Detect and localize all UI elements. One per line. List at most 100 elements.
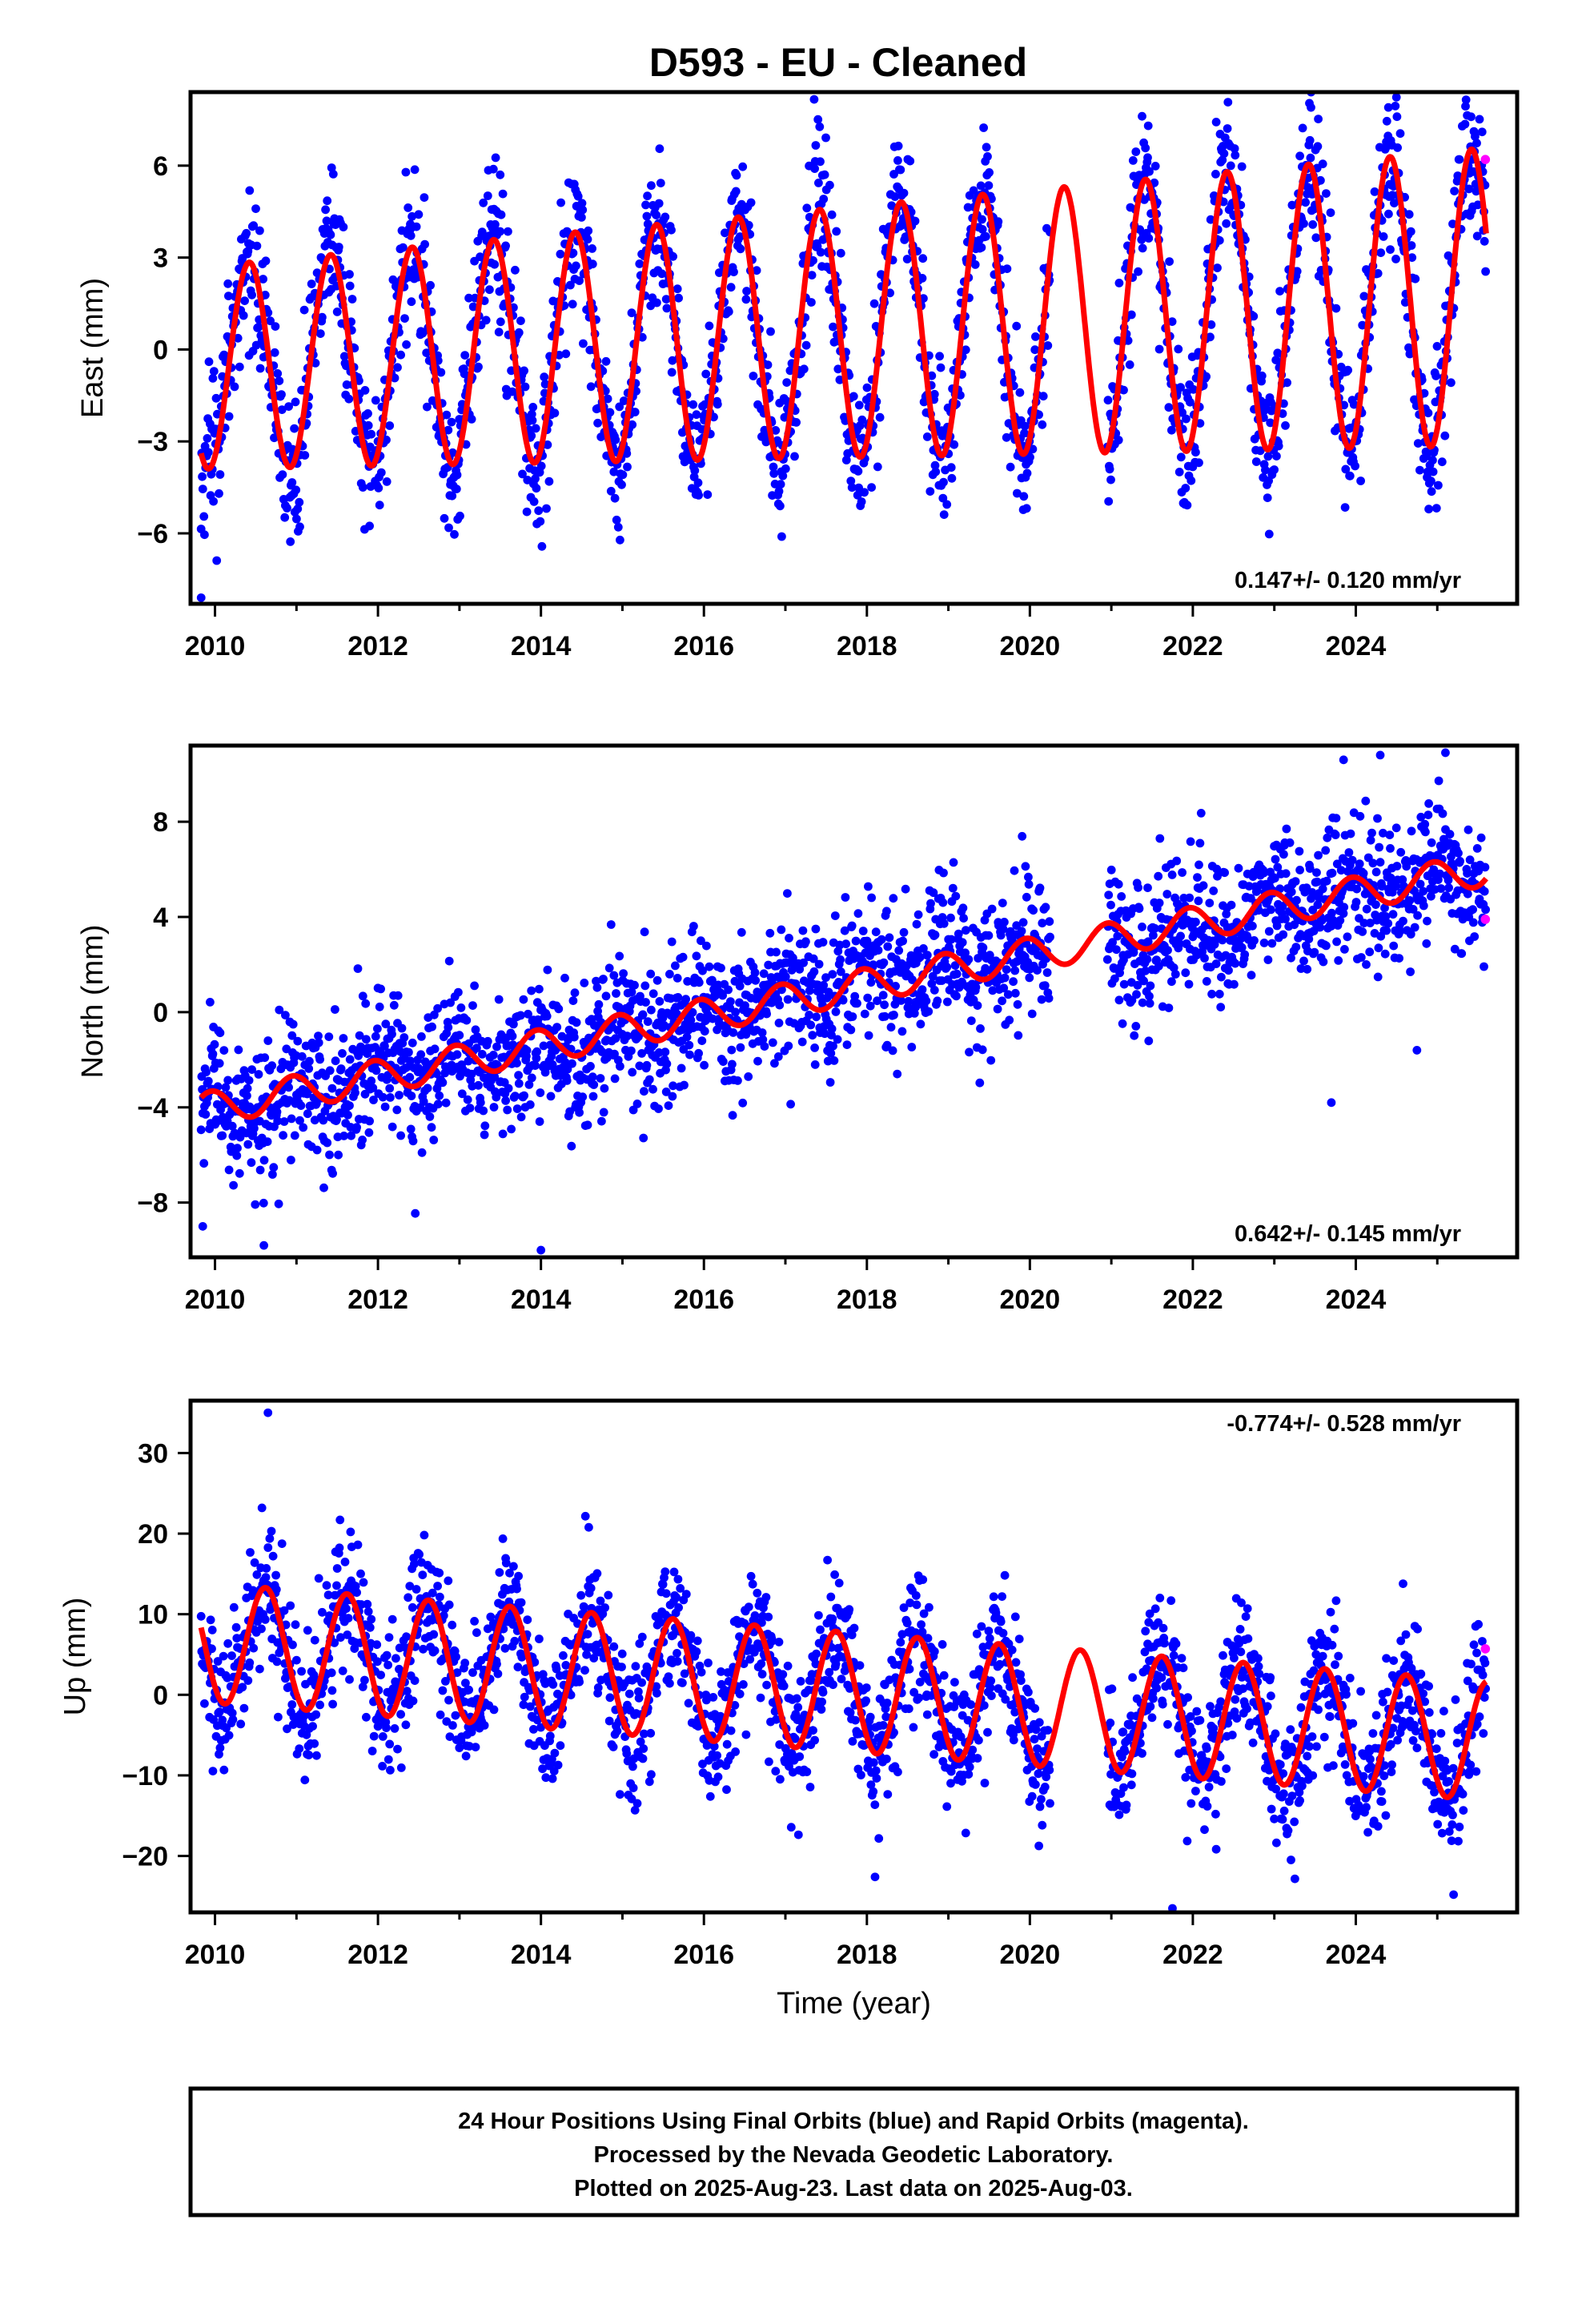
- east-point: [1211, 118, 1221, 127]
- east-point: [516, 316, 525, 325]
- east-point: [1415, 465, 1424, 475]
- north-point: [667, 937, 677, 947]
- east-point: [485, 285, 494, 295]
- north-point: [1402, 862, 1411, 871]
- up-point: [444, 1600, 454, 1610]
- north-point: [1178, 868, 1186, 877]
- north-rate-label: 0.642+/- 0.145 mm/yr: [1235, 1221, 1461, 1247]
- north-point: [864, 1031, 873, 1040]
- up-point: [291, 1620, 300, 1630]
- east-point: [731, 187, 741, 196]
- north-point: [1240, 950, 1250, 959]
- up-point: [396, 1710, 405, 1719]
- north-point: [489, 1103, 499, 1112]
- north-point: [1285, 838, 1295, 847]
- up-point: [363, 1606, 373, 1616]
- east-point: [376, 468, 386, 477]
- east-point: [575, 276, 584, 285]
- up-point: [383, 1755, 393, 1764]
- north-point: [476, 1098, 485, 1108]
- north-point: [795, 964, 805, 974]
- north-point: [524, 1080, 534, 1089]
- east-point: [615, 402, 624, 412]
- north-point: [1346, 829, 1355, 838]
- east-point: [869, 299, 879, 308]
- north-point: [1113, 931, 1122, 941]
- east-point: [374, 484, 383, 493]
- north-point: [455, 1031, 464, 1040]
- east-point: [622, 448, 632, 458]
- north-point: [648, 1084, 657, 1094]
- north-point: [275, 1005, 284, 1015]
- north-point: [1143, 937, 1153, 947]
- up-point: [272, 1657, 282, 1667]
- up-point: [383, 1660, 392, 1670]
- east-point: [481, 316, 491, 325]
- north-point: [1407, 826, 1416, 836]
- east-point: [1404, 210, 1414, 219]
- east-point: [1461, 95, 1471, 104]
- north-point: [1134, 883, 1142, 892]
- east-point: [813, 115, 823, 124]
- up-point: [436, 1710, 445, 1719]
- east-point: [792, 418, 801, 427]
- north-point: [327, 1084, 337, 1093]
- north-point: [689, 922, 698, 931]
- north-point: [234, 1045, 243, 1055]
- east-point: [635, 259, 644, 268]
- north-point: [951, 891, 961, 901]
- east-point: [1215, 235, 1224, 245]
- north-outlier-point: [1412, 1046, 1422, 1055]
- north-point: [588, 1072, 597, 1082]
- up-point: [472, 1628, 481, 1638]
- east-point: [1393, 143, 1402, 152]
- north-point: [1230, 979, 1239, 989]
- north-point: [479, 1106, 488, 1116]
- north-point: [1154, 962, 1163, 971]
- north-point: [1134, 904, 1144, 913]
- north-point: [1018, 831, 1027, 841]
- east-point: [1261, 465, 1270, 475]
- north-point: [1295, 846, 1304, 856]
- north-point: [375, 1002, 384, 1011]
- north-point: [507, 1124, 516, 1134]
- east-point: [1341, 464, 1351, 474]
- east-point: [420, 193, 429, 203]
- north-point: [998, 924, 1008, 934]
- east-point: [690, 466, 700, 475]
- north-point: [508, 1031, 517, 1041]
- north-model-line: [199, 858, 1488, 1120]
- north-point: [1110, 974, 1119, 983]
- north-point: [1419, 887, 1427, 896]
- north-point: [801, 937, 810, 947]
- north-point: [279, 1131, 287, 1140]
- east-point: [1384, 209, 1393, 219]
- north-point: [1038, 919, 1047, 928]
- north-point: [263, 1036, 273, 1045]
- north-point: [1343, 932, 1352, 942]
- east-point: [790, 452, 799, 461]
- east-point: [375, 501, 384, 510]
- north-ytick-label: 8: [153, 807, 168, 838]
- east-point: [726, 283, 736, 292]
- up-point: [412, 1585, 421, 1594]
- north-point: [898, 936, 907, 946]
- east-point: [922, 432, 932, 441]
- east-point: [766, 327, 775, 336]
- north-point: [735, 981, 745, 991]
- east-point: [452, 485, 461, 493]
- east-point: [344, 394, 354, 404]
- north-point: [255, 1165, 265, 1175]
- east-point: [543, 440, 552, 449]
- north-point: [406, 1056, 415, 1066]
- north-point: [1419, 901, 1428, 911]
- east-point: [332, 308, 342, 316]
- north-point: [1024, 872, 1033, 882]
- north-point: [986, 1055, 996, 1065]
- north-point: [1210, 939, 1219, 949]
- east-point: [1472, 231, 1482, 241]
- north-xtick-label: 2012: [347, 1285, 408, 1315]
- north-point: [1267, 905, 1275, 915]
- east-point: [448, 448, 457, 457]
- north-point: [741, 1030, 751, 1039]
